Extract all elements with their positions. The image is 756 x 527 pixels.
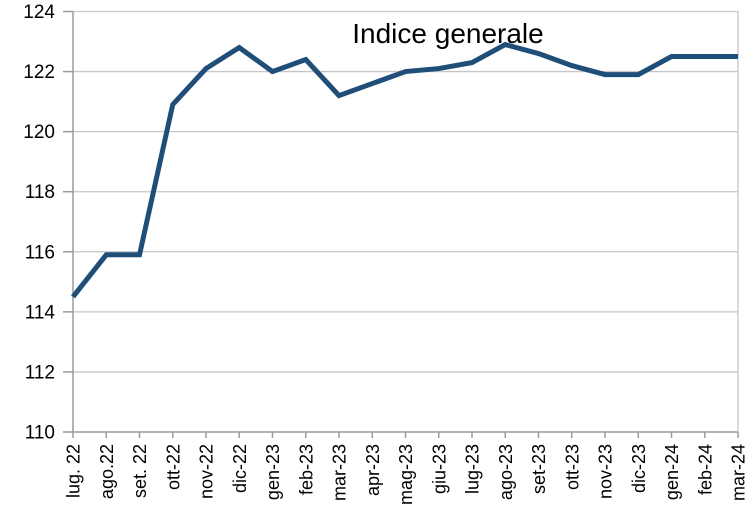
x-tick-label-7: feb-23	[296, 444, 316, 495]
x-axis-labels: lug. 22 ago.22 set. 22 ott-22 nov-22 dic-22 ge…	[64, 444, 749, 505]
x-tick-label-18: gen-24	[662, 444, 682, 500]
x-tick-label-13: ago-23	[496, 444, 516, 500]
x-tick-label-4: nov-22	[197, 444, 217, 499]
x-tick-label-9: apr-23	[363, 444, 383, 496]
y-tick-label-114: 114	[25, 302, 56, 323]
x-tick-label-14: set-23	[529, 444, 549, 494]
x-tick-label-6: gen-23	[263, 444, 283, 500]
y-tick-label-124: 124	[23, 2, 55, 23]
y-tick-label-110: 110	[25, 423, 55, 444]
x-tick-label-17: dic-23	[629, 444, 649, 493]
y-tick-label-116: 116	[25, 242, 55, 263]
x-tick-label-12: lug-23	[463, 444, 483, 494]
x-tick-label-19: feb-24	[695, 444, 715, 495]
y-axis-labels: 110 112 114 116 118 120 122 124	[23, 2, 55, 444]
x-tick-label-3: ott-22	[163, 444, 183, 490]
tick-layer	[63, 10, 739, 438]
x-tick-label-0: lug. 22	[64, 444, 84, 498]
y-tick-label-120: 120	[23, 122, 55, 143]
y-tick-label-122: 122	[23, 62, 55, 83]
x-tick-label-5: dic-22	[230, 444, 250, 493]
y-tick-label-112: 112	[25, 362, 55, 383]
chart-title: Indice generale	[352, 18, 543, 49]
series-line-indice-generale	[71, 41, 738, 299]
y-tick-label-118: 118	[25, 182, 55, 203]
x-tick-label-20: mar-24	[729, 444, 749, 501]
x-tick-label-8: mar-23	[330, 444, 350, 501]
x-tick-label-16: nov-23	[596, 444, 616, 499]
x-tick-label-2: set. 22	[130, 444, 150, 498]
x-tick-label-10: mag-23	[396, 444, 416, 505]
x-tick-label-1: ago.22	[97, 444, 117, 499]
x-tick-label-15: ott-23	[562, 444, 582, 490]
x-tick-label-11: giu-23	[429, 444, 449, 494]
